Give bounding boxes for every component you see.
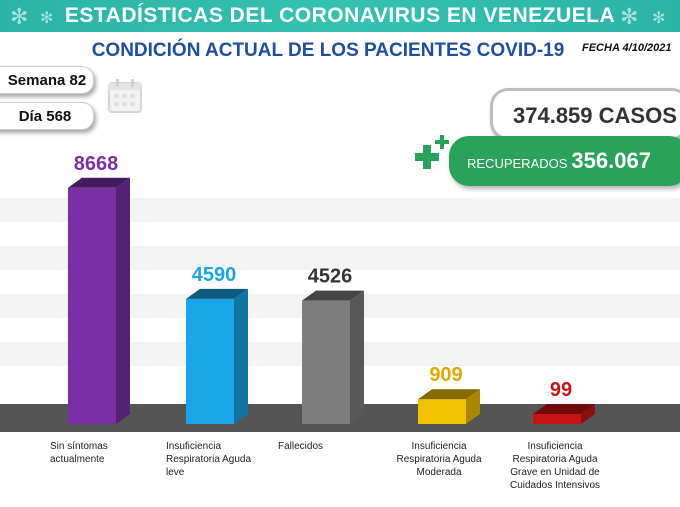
banner-title: ESTADÍSTICAS DEL CORONAVIRUS EN VENEZUEL… — [64, 4, 616, 27]
bar-front — [186, 298, 234, 424]
bar-value-label: 909 — [429, 364, 462, 386]
bar-side — [350, 290, 364, 424]
bar-top — [68, 177, 130, 188]
bar-front — [533, 414, 581, 424]
bar-category-label: Fallecidos — [278, 441, 324, 452]
bar-front — [302, 300, 350, 424]
bar-category-label: Insuficiencia Respiratoria Aguda Grave e… — [509, 441, 601, 491]
date-label: FECHA 4/10/2021 — [582, 42, 672, 54]
medical-plus-icon — [415, 135, 449, 169]
bar-side — [116, 177, 130, 424]
bar — [418, 389, 480, 424]
bar-value-label: 4590 — [192, 264, 237, 286]
bar-top — [302, 290, 364, 301]
bar-value-label: 8668 — [74, 153, 119, 175]
title-banner — [0, 0, 680, 32]
day-badge: Día 568 — [0, 102, 94, 130]
bar — [68, 177, 130, 424]
bar-top — [186, 288, 248, 299]
bar-category-label: Sin síntomas actualmente — [50, 441, 108, 465]
bar-side — [466, 389, 480, 424]
page-subtitle: CONDICIÓN ACTUAL DE LOS PACIENTES COVID-… — [91, 40, 565, 61]
bar-value-label: 4526 — [308, 266, 353, 288]
recovered-value: 356.067 — [571, 148, 651, 173]
bar-top — [418, 389, 480, 400]
bar-side — [581, 404, 595, 424]
virus-icon: ✻ — [10, 4, 29, 29]
chart-bars — [68, 177, 595, 424]
chart-value-labels: 8668 4590 4526 909 99 — [74, 153, 572, 401]
bar-value-label: 99 — [550, 379, 572, 401]
recovered-badge: RECUPERADOS 356.067 — [449, 136, 680, 186]
calendar-icon — [108, 79, 142, 113]
bar-front — [418, 399, 466, 424]
bar-category-label: Insuficiencia Respiratoria Aguda leve — [166, 441, 252, 478]
bar-top — [533, 404, 595, 414]
recovered-label: RECUPERADOS — [467, 156, 568, 171]
bar-side — [234, 288, 248, 424]
virus-icon: ✻ — [40, 10, 54, 27]
virus-icon: ✻ — [620, 4, 639, 29]
bar-front — [68, 187, 116, 424]
bar-category-label: Insuficiencia Respiratoria Aguda Moderad… — [396, 441, 482, 478]
bar — [533, 404, 595, 424]
virus-icon: ✻ — [652, 10, 666, 27]
bar — [302, 290, 364, 424]
total-cases-badge: 374.859 CASOS — [490, 88, 680, 140]
week-badge: Semana 82 — [0, 66, 94, 94]
bar — [186, 288, 248, 424]
